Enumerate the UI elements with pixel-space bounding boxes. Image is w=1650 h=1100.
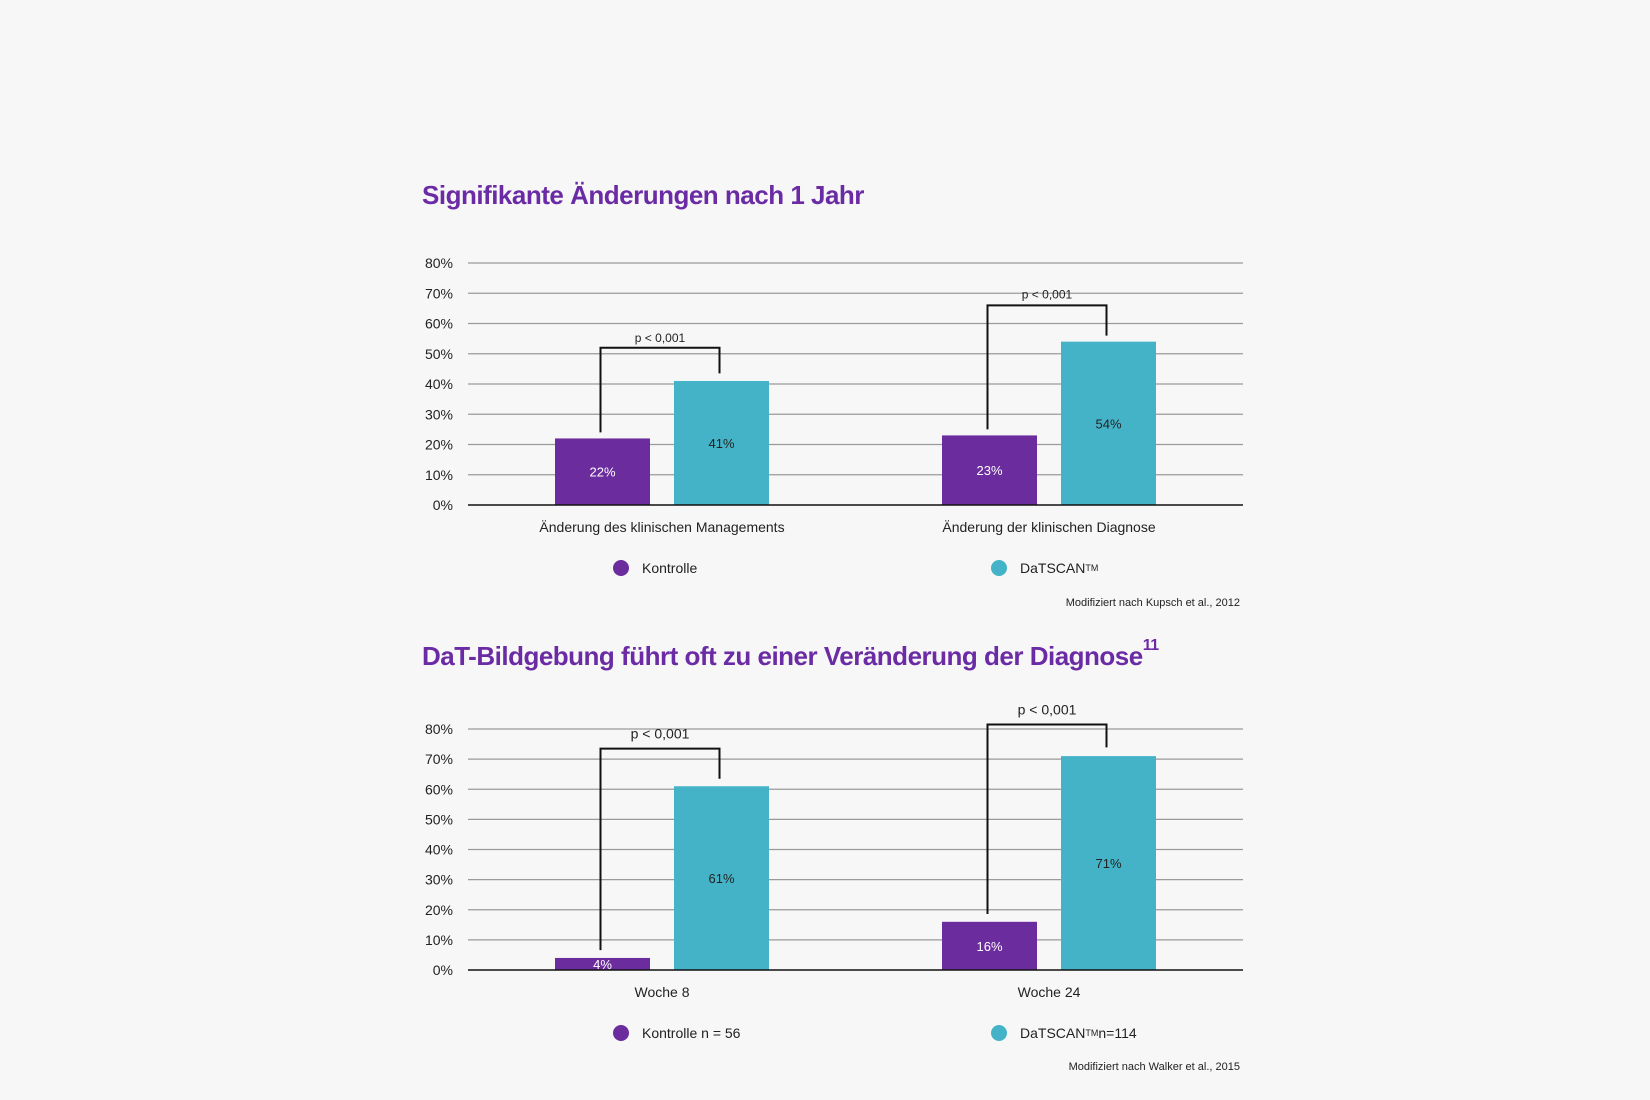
data-label: 41% <box>708 436 734 451</box>
chart-2-category-label: Woche 8 <box>634 984 690 1000</box>
chart-1-category-label: Änderung der klinischen Diagnose <box>942 519 1156 535</box>
legend-dot-icon <box>613 1025 629 1041</box>
bar-datscan <box>674 380 769 505</box>
y-tick-label: 70% <box>425 285 453 301</box>
chart-2: 0% 10% 20% 30% 40% 50% 60% 70% 80% 4% 16% 61% 71% p <… <box>425 701 1243 978</box>
chart-1-category-label: Änderung des klinischen Managements <box>539 519 785 535</box>
data-label: 16% <box>976 939 1002 954</box>
bar-datscan <box>1061 341 1156 505</box>
y-tick-label: 0% <box>433 497 453 513</box>
legend-dot-icon <box>991 560 1007 576</box>
y-tick-label: 60% <box>425 781 453 797</box>
y-tick-label: 20% <box>425 437 453 453</box>
legend-label: Kontrolle <box>642 560 698 576</box>
y-tick-label: 80% <box>425 255 453 271</box>
y-tick-label: 70% <box>425 751 453 767</box>
y-tick-label: 20% <box>425 902 453 918</box>
chart-1: 0% 10% 20% 30% 40% 50% 60% 70% 80% 22% 23% 41% 54% p … <box>425 255 1243 513</box>
bar-kontrolle <box>942 435 1037 505</box>
p-value-label: p < 0,001 <box>1018 701 1077 717</box>
chart-1-legend-kontrolle: Kontrolle <box>613 560 697 576</box>
chart-1-title: Signifikante Änderungen nach 1 Jahr <box>422 180 864 211</box>
bar-kontrolle <box>942 921 1037 970</box>
p-value-label: p < 0,001 <box>635 331 686 345</box>
chart-1-title-text: Signifikante Änderungen nach 1 Jahr <box>422 180 864 210</box>
data-label: 23% <box>976 463 1002 478</box>
y-tick-label: 50% <box>425 346 453 362</box>
legend-label: DaTSCAN <box>1020 1025 1086 1041</box>
data-label: 22% <box>589 465 615 480</box>
y-tick-label: 60% <box>425 316 453 332</box>
legend-label: DaTSCAN <box>1020 560 1086 576</box>
p-value-label: p < 0,001 <box>631 726 690 742</box>
legend-trademark: TM <box>1085 1028 1099 1038</box>
y-tick-label: 30% <box>425 872 453 888</box>
bar-datscan <box>674 786 769 970</box>
y-tick-label: 80% <box>425 721 453 737</box>
data-label: 71% <box>1095 856 1121 871</box>
y-tick-label: 40% <box>425 842 453 858</box>
chart-1-legend-datscan: DaTSCAN TM <box>991 560 1098 576</box>
legend-trademark: TM <box>1085 563 1099 573</box>
p-value-label: p < 0,001 <box>1022 287 1073 301</box>
chart-2-source: Modifiziert nach Walker et al., 2015 <box>1068 1061 1240 1073</box>
y-tick-label: 50% <box>425 811 453 827</box>
significance-bracket <box>599 346 721 433</box>
legend-label: Kontrolle n = 56 <box>642 1025 741 1041</box>
chart-2-title: DaT-Bildgebung führt oft zu einer Veränd… <box>422 637 1159 672</box>
significance-bracket <box>599 747 721 951</box>
chart-2-legend-kontrolle: Kontrolle n = 56 <box>613 1025 740 1041</box>
bar-datscan <box>1061 756 1156 970</box>
bar-kontrolle <box>555 438 650 505</box>
chart-2-category-label: Woche 24 <box>1017 984 1081 1000</box>
legend-label-suffix: n=114 <box>1098 1025 1137 1041</box>
data-label: 54% <box>1095 416 1121 431</box>
y-tick-label: 10% <box>425 932 453 948</box>
data-label: 61% <box>708 871 734 886</box>
significance-bracket <box>986 723 1108 914</box>
chart-1-source: Modifiziert nach Kupsch et al., 2012 <box>1065 597 1240 609</box>
legend-dot-icon <box>613 560 629 576</box>
y-tick-label: 0% <box>433 962 453 978</box>
bar-kontrolle <box>555 957 650 970</box>
y-tick-label: 10% <box>425 467 453 483</box>
chart-2-title-text: DaT-Bildgebung führt oft zu einer Veränd… <box>422 641 1143 671</box>
y-tick-label: 30% <box>425 406 453 422</box>
significance-bracket <box>986 304 1108 430</box>
y-tick-label: 40% <box>425 376 453 392</box>
data-label: 4% <box>593 957 612 972</box>
legend-dot-icon <box>991 1025 1007 1041</box>
title-footnote: 11 <box>1142 637 1159 654</box>
chart-2-legend-datscan: DaTSCAN TM n=114 <box>991 1025 1137 1041</box>
